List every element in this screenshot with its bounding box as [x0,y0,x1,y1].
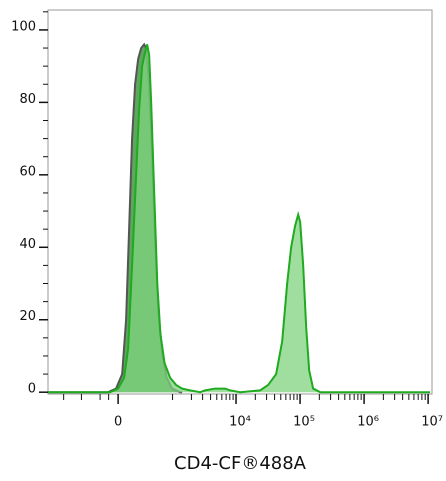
y-tick-label: 0 [28,382,36,397]
plot-frame [47,9,433,395]
y-tick-label: 20 [19,309,36,324]
y-tick-label: 40 [19,237,36,252]
x-tick-label: 10⁵ [293,415,315,430]
x-tick-label: 0 [114,415,122,430]
x-tick-label: 10⁴ [229,415,251,430]
y-tick-label: 100 [11,19,36,34]
y-tick-label: 60 [19,164,36,179]
x-axis-label: CD4-CF®488A [174,453,307,474]
x-tick-label: 10⁶ [357,415,379,430]
histogram-line [48,44,430,394]
x-tick-label: 10⁷ [421,415,443,430]
histogram-fill [48,44,430,393]
y-tick-label: 80 [19,92,36,107]
